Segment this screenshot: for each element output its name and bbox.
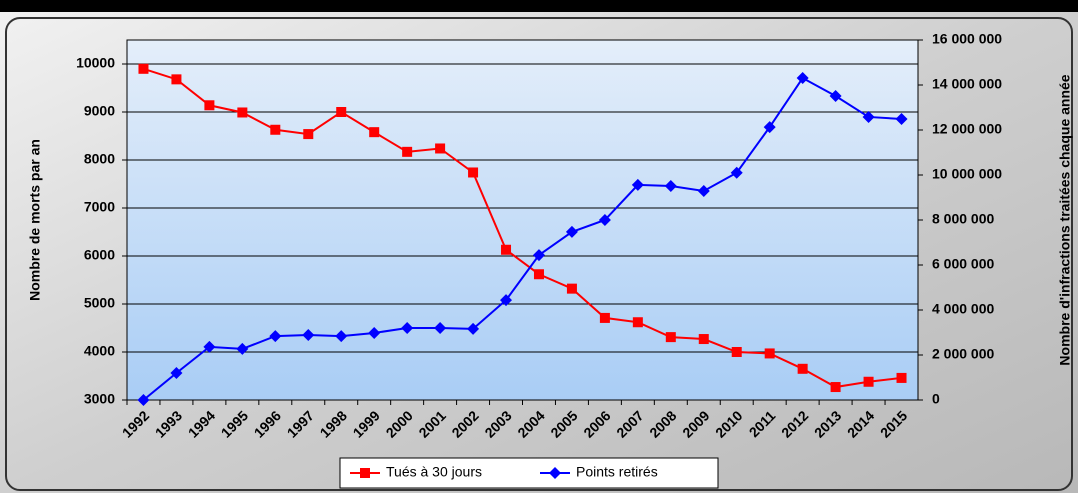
marker — [302, 328, 315, 341]
marker — [401, 322, 414, 334]
marker — [895, 112, 908, 125]
marker — [137, 394, 150, 406]
series-line — [143, 67, 902, 389]
marker — [533, 269, 544, 280]
marker — [599, 312, 610, 323]
legend-label: Points retirés — [576, 464, 658, 480]
marker — [532, 249, 545, 262]
y-tick-label: 4000 — [84, 343, 115, 359]
marker — [171, 74, 182, 85]
y-tick-label: 10000 — [76, 55, 115, 71]
y2-tick-label: 10 000 000 — [932, 166, 1002, 182]
marker — [500, 294, 513, 307]
marker — [435, 143, 446, 154]
marker — [335, 330, 348, 343]
marker — [468, 167, 479, 178]
marker — [303, 129, 314, 140]
plot-area — [126, 39, 919, 401]
series-line — [142, 76, 902, 401]
marker — [763, 121, 776, 134]
marker — [697, 184, 710, 197]
marker — [501, 244, 512, 255]
marker — [863, 376, 874, 387]
marker — [204, 100, 215, 111]
marker — [236, 342, 249, 355]
marker — [170, 367, 183, 379]
marker — [731, 347, 742, 357]
marker — [237, 107, 248, 118]
marker — [632, 317, 643, 328]
y-tick-label: 5000 — [84, 295, 115, 311]
marker — [565, 225, 578, 238]
y-tick-label: 9000 — [84, 103, 115, 119]
marker — [467, 322, 480, 335]
marker — [829, 90, 842, 103]
marker — [665, 332, 676, 343]
y2-tick-label: 16 000 000 — [932, 31, 1002, 47]
legend-box — [339, 457, 719, 489]
frame — [5, 17, 1073, 491]
marker — [598, 214, 611, 226]
y2-tick-label: 8 000 000 — [932, 211, 994, 227]
marker — [336, 107, 347, 117]
y2-tick-label: 4 000 000 — [932, 301, 994, 317]
marker — [796, 72, 809, 85]
marker — [203, 340, 216, 353]
marker — [631, 178, 644, 191]
y-tick-label: 3000 — [84, 391, 115, 407]
y2-tick-label: 2 000 000 — [932, 346, 994, 362]
marker — [862, 110, 875, 123]
marker — [830, 382, 841, 393]
marker — [896, 372, 907, 383]
legend-label: Tués à 30 jours — [386, 464, 482, 480]
marker — [270, 124, 281, 135]
marker — [269, 330, 282, 343]
marker — [368, 326, 381, 339]
marker — [797, 363, 808, 374]
y2-tick-label: 12 000 000 — [932, 121, 1002, 137]
marker — [402, 146, 413, 157]
y2-tick-label: 14 000 000 — [932, 76, 1002, 92]
marker — [138, 63, 149, 74]
y2-tick-label: 6 000 000 — [932, 256, 994, 272]
y-tick-label: 7000 — [84, 199, 115, 215]
marker — [730, 166, 743, 179]
marker — [698, 334, 709, 345]
y-axis-title: Nombre de morts par an — [27, 139, 43, 301]
y-tick-label: 8000 — [84, 151, 115, 167]
y2-tick-label: 0 — [932, 391, 940, 407]
top-bar — [0, 0, 1078, 12]
marker — [764, 348, 775, 359]
y2-axis-title: Nombre d'infractions traitées chaque ann… — [1057, 74, 1073, 365]
marker — [566, 283, 577, 294]
legend-marker — [549, 467, 561, 479]
marker — [369, 127, 380, 138]
marker — [664, 180, 677, 193]
marker — [434, 322, 447, 334]
y-tick-label: 6000 — [84, 247, 115, 263]
legend-marker — [360, 468, 370, 478]
